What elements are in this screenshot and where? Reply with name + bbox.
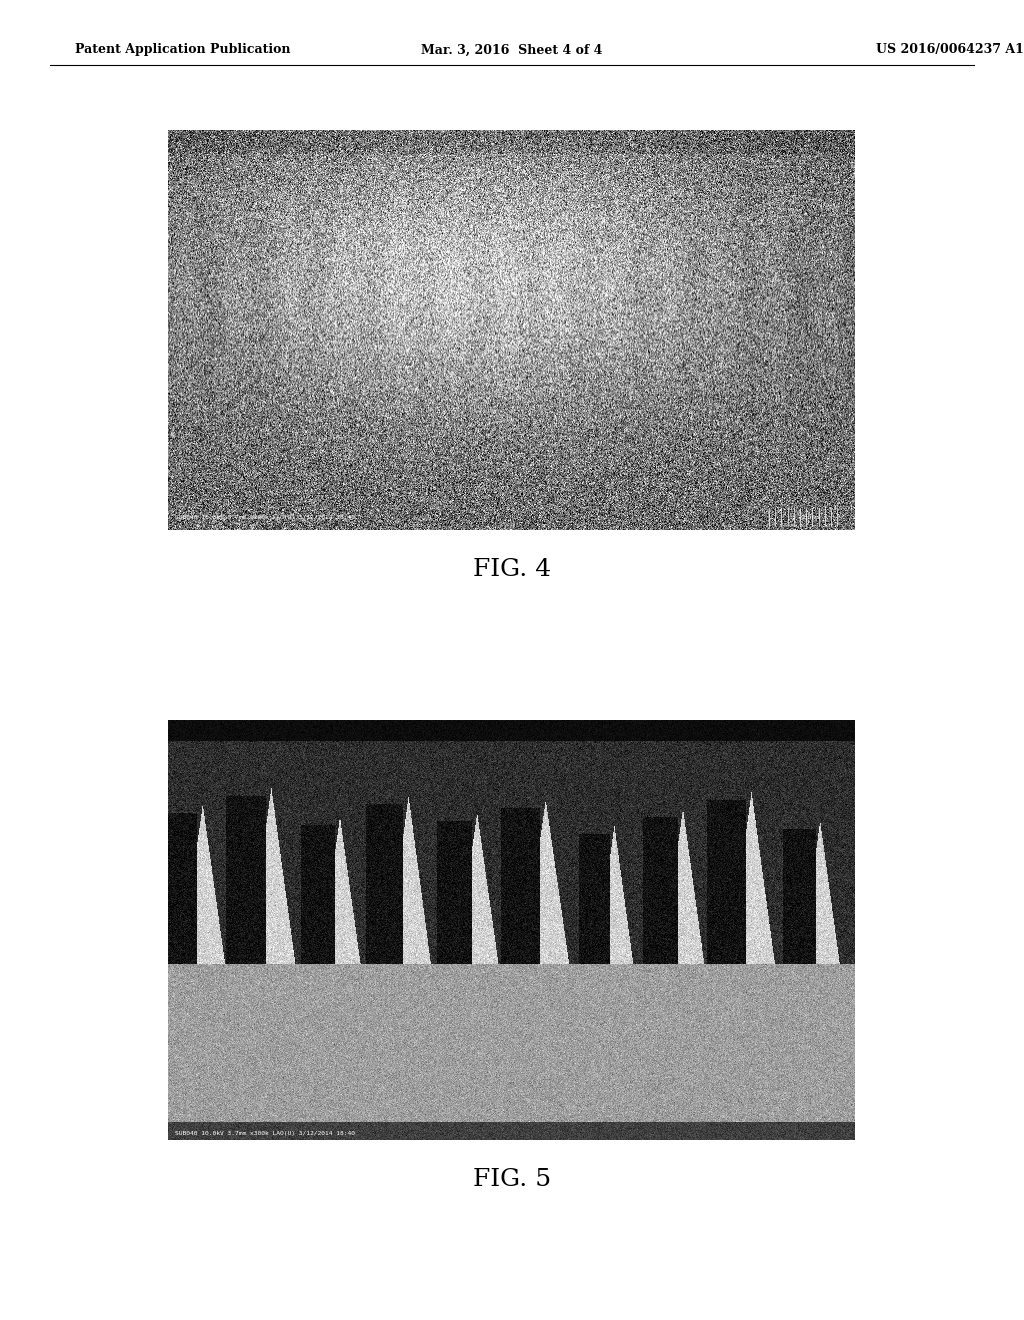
Text: Mar. 3, 2016  Sheet 4 of 4: Mar. 3, 2016 Sheet 4 of 4: [421, 44, 603, 57]
Text: FIG. 4: FIG. 4: [473, 558, 551, 582]
Text: US 2016/0064237 A1: US 2016/0064237 A1: [877, 44, 1024, 57]
Text: SUB040 10.0kV 3.7mm x300k LAO(U) 3/12/2014 18:40: SUB040 10.0kV 3.7mm x300k LAO(U) 3/12/20…: [175, 515, 355, 520]
Text: SUB040 10.0kV 3.7mm x300k LAO(U) 3/12/2014 18:40: SUB040 10.0kV 3.7mm x300k LAO(U) 3/12/20…: [175, 1131, 355, 1135]
Text: Patent Application Publication: Patent Application Publication: [75, 44, 291, 57]
Text: FIG. 5: FIG. 5: [473, 1168, 551, 1192]
Text: 100nm: 100nm: [800, 515, 819, 520]
